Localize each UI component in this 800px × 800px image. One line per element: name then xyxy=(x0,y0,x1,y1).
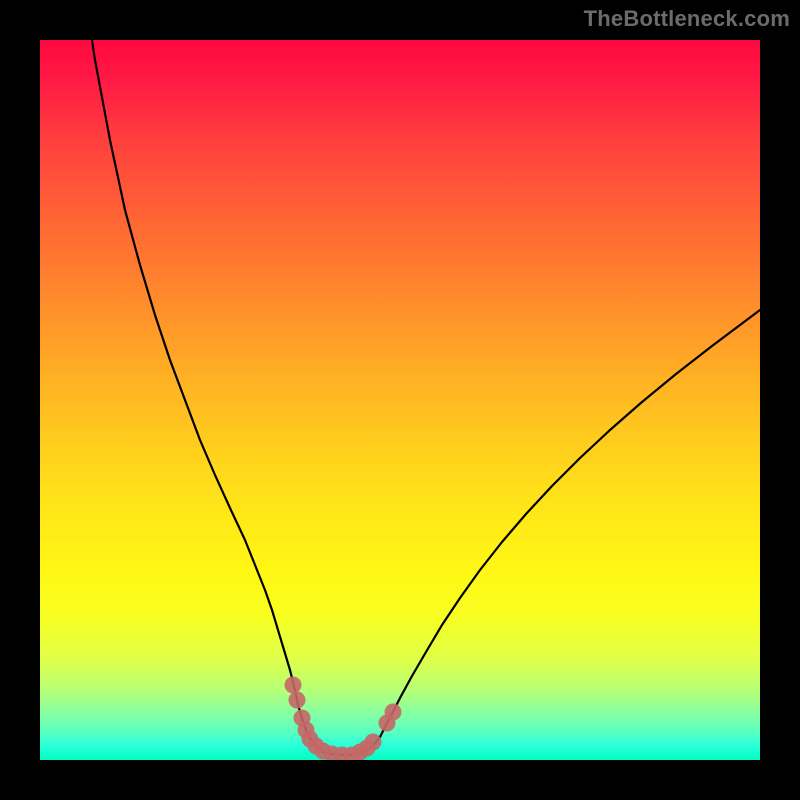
curve-marker xyxy=(289,692,306,709)
curve-marker xyxy=(365,734,382,751)
bottleneck-curve xyxy=(68,40,760,755)
curve-layer xyxy=(40,40,760,760)
curve-marker xyxy=(285,677,302,694)
curve-marker xyxy=(385,704,402,721)
plot-area xyxy=(40,40,760,760)
watermark-text: TheBottleneck.com xyxy=(584,6,790,32)
curve-markers xyxy=(285,677,402,761)
figure-outer: TheBottleneck.com xyxy=(0,0,800,800)
